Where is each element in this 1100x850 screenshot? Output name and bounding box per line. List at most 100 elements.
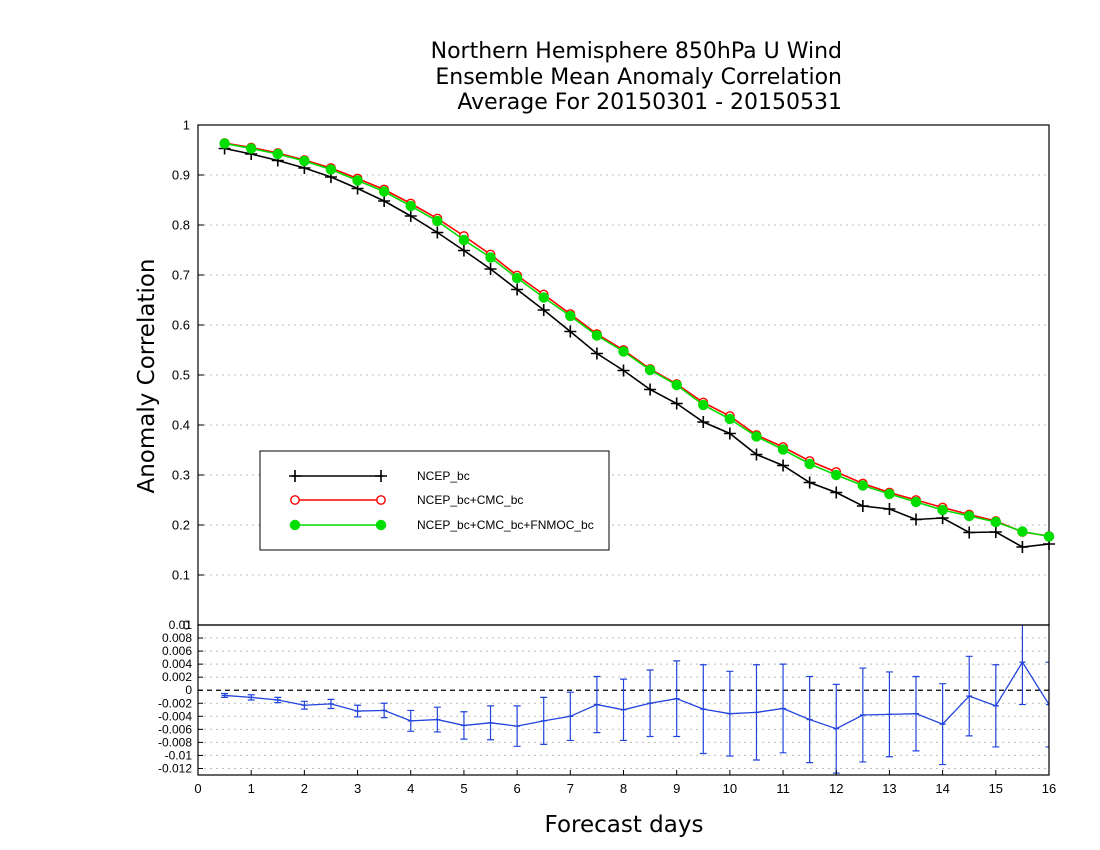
data-point xyxy=(325,164,337,175)
data-point xyxy=(457,244,470,257)
data-point xyxy=(289,470,301,482)
data-point xyxy=(963,510,975,522)
data-point xyxy=(590,347,603,360)
data-point xyxy=(777,459,790,472)
x-tick-label: 2 xyxy=(301,781,308,796)
series-line xyxy=(224,147,1050,548)
data-point xyxy=(1016,541,1029,553)
legend-markers xyxy=(289,470,387,531)
data-point xyxy=(537,304,550,316)
data-point xyxy=(856,500,869,512)
x-tick-label: 5 xyxy=(460,781,467,796)
data-point xyxy=(990,516,1002,528)
lower-plot-panel: 0.010.0080.0060.0040.0020-0.002-0.004-0.… xyxy=(158,618,1056,796)
data-point xyxy=(618,346,629,357)
data-point xyxy=(857,480,869,491)
data-point xyxy=(884,488,895,500)
y-tick-label: 0.8 xyxy=(172,218,190,233)
y-tick-label: 1 xyxy=(183,118,190,133)
y-tick-label: -0.004 xyxy=(158,709,192,723)
y-tick-label: 0.5 xyxy=(172,368,190,383)
chart-subtitle-1: Ensemble Mean Anomaly Correlation xyxy=(435,65,842,90)
data-point xyxy=(989,526,1002,538)
y-tick-label: 0.4 xyxy=(172,418,190,433)
data-point xyxy=(511,283,524,296)
data-point xyxy=(299,155,310,167)
x-tick-label: 8 xyxy=(620,781,627,796)
chart-subtitle-2: Average For 20150301 - 20150531 xyxy=(457,90,842,115)
x-tick-label: 13 xyxy=(882,781,896,796)
data-point xyxy=(883,503,896,515)
y-tick-label: 0.2 xyxy=(172,518,190,533)
y-tick-label: -0.01 xyxy=(165,748,193,762)
y-tick-label: 0.3 xyxy=(172,468,190,483)
y-tick-label: 0 xyxy=(183,618,190,633)
data-point xyxy=(670,397,683,410)
data-point xyxy=(831,469,842,481)
data-point xyxy=(777,444,789,455)
y-tick-label: 0.004 xyxy=(162,657,192,671)
data-point xyxy=(352,175,363,186)
difference-series-0 xyxy=(221,625,1049,774)
data-point xyxy=(485,252,496,263)
x-tick-label: 12 xyxy=(829,781,843,796)
data-point xyxy=(1017,526,1028,537)
legend: NCEP_bc NCEP_bc+CMC_bc NCEP_bc+CMC_bc+FN… xyxy=(259,450,610,551)
data-point xyxy=(511,272,523,284)
x-tick-label: 1 xyxy=(248,781,255,796)
data-point xyxy=(289,519,301,531)
y-tick-label: 0 xyxy=(185,683,192,697)
data-point xyxy=(458,234,470,246)
y-tick-label: 0.1 xyxy=(172,568,190,583)
data-point xyxy=(538,292,549,303)
data-point xyxy=(803,476,816,489)
series-2 xyxy=(219,138,1055,542)
data-point xyxy=(375,470,387,482)
series-0 xyxy=(218,142,1055,553)
y-tick-label: 0.002 xyxy=(162,670,192,684)
legend-label-ncep-cmc: NCEP_bc+CMC_bc xyxy=(417,493,523,507)
x-axis-label: Forecast days xyxy=(545,812,704,838)
x-tick-label: 4 xyxy=(407,781,414,796)
legend-label-ncep-cmc-fnmoc: NCEP_bc+CMC_bc+FNMOC_bc xyxy=(417,518,594,532)
y-tick-label: -0.012 xyxy=(158,761,192,775)
data-point xyxy=(591,330,603,341)
legend-label-ncep-bc: NCEP_bc xyxy=(417,469,470,483)
data-point xyxy=(564,325,577,338)
data-point xyxy=(375,519,387,531)
x-tick-label: 10 xyxy=(723,781,737,796)
data-point xyxy=(405,200,416,212)
data-point xyxy=(404,210,417,222)
data-point xyxy=(431,226,444,239)
y-tick-label: 0.008 xyxy=(162,631,192,645)
y-tick-label: 0.01 xyxy=(169,618,193,632)
upper-plot-panel: 0 0.1 0.2 0.3 0.4 0.5 0.6 0.7 0.8 0.9 1 xyxy=(172,118,1055,633)
lower-clipped-content xyxy=(221,625,1049,774)
data-point xyxy=(245,143,257,154)
data-point xyxy=(830,486,843,499)
data-point xyxy=(644,383,657,396)
x-tick-label: 11 xyxy=(776,781,790,796)
data-point xyxy=(750,448,763,461)
data-point xyxy=(963,526,976,539)
x-tick-label: 6 xyxy=(514,781,521,796)
data-point xyxy=(272,148,284,160)
legend-entry-ncep-bc: NCEP_bc xyxy=(292,469,470,483)
data-point xyxy=(910,496,922,508)
y-tick-label: -0.002 xyxy=(158,696,192,710)
legend-entry-ncep-cmc: NCEP_bc+CMC_bc xyxy=(292,493,523,507)
legend-entry-ncep-cmc-fnmoc: NCEP_bc+CMC_bc+FNMOC_bc xyxy=(292,518,594,532)
data-point xyxy=(697,416,710,428)
data-point xyxy=(910,513,923,526)
data-point xyxy=(432,215,443,227)
x-tick-label: 3 xyxy=(354,781,361,796)
x-tick-label: 7 xyxy=(567,781,574,796)
data-point xyxy=(751,431,762,442)
data-point xyxy=(723,427,736,440)
error-bar xyxy=(1045,661,1049,748)
difference-line xyxy=(224,660,1049,730)
data-point xyxy=(1043,531,1055,542)
y-tick-label: 0.6 xyxy=(172,318,190,333)
